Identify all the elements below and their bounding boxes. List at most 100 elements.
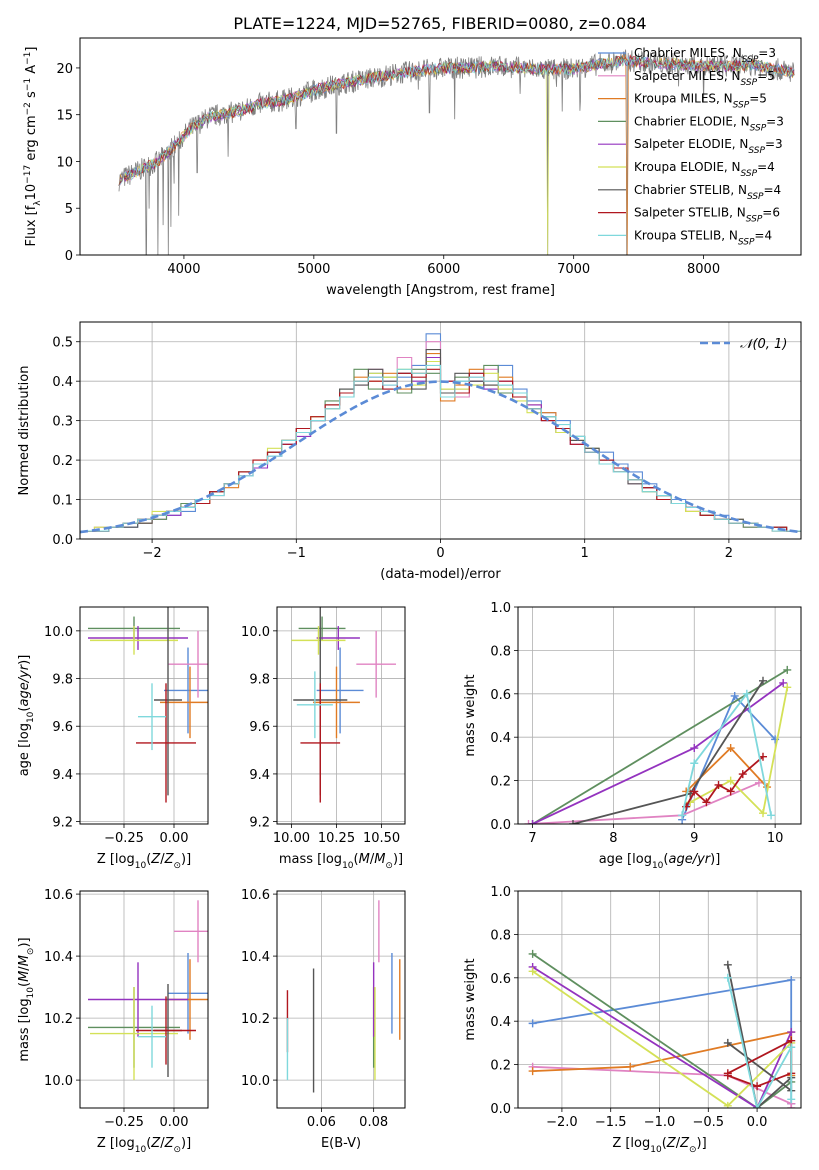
legend-entry-text: Kroupa MILES, N: [634, 92, 733, 106]
x-tick-label: 0.0: [747, 1115, 768, 1130]
label-part: (: [17, 982, 32, 987]
label-part: 10: [135, 861, 147, 871]
massweight-marker: [758, 752, 767, 761]
x-axis-label: Z [log10(Z/Z⊙)]: [97, 1136, 191, 1155]
label-part: s: [24, 91, 39, 102]
legend-entry-text: Chabrier STELIB, N: [634, 183, 747, 197]
massweight-marker: [714, 780, 723, 789]
label-part: Z: [150, 1136, 161, 1151]
massweight-vs-Z-frame: [517, 890, 802, 1109]
y-tick-label: 10.2: [44, 1012, 73, 1027]
label-part: Z: [164, 852, 175, 867]
label-part: mass [log: [279, 852, 342, 867]
legend-entry-count: =4: [764, 183, 782, 197]
label-part: 10: [342, 861, 354, 871]
age-vs-Z-plot-area: [88, 607, 208, 803]
y-tick-label: 10.6: [44, 888, 73, 903]
legend-entry: Kroupa ELODIE, NSSP=4: [634, 160, 775, 179]
legend-entry-sub: SSP: [750, 123, 767, 133]
legend-entry: Salpeter MILES, NSSP=5: [634, 69, 775, 88]
y-tick-label: 9.2: [52, 816, 73, 831]
y-tick-label: 0.5: [52, 336, 73, 351]
y-tick-label: 10.0: [241, 1074, 270, 1089]
label-part: Z: [164, 1136, 175, 1151]
legend-entry-text: Kroupa ELODIE, N: [634, 160, 741, 174]
massweight-vs-age-frame: [517, 606, 802, 825]
x-tick-label: 7: [528, 831, 536, 846]
y-tick-label: 1.0: [490, 885, 511, 900]
x-tick-label: 8: [609, 831, 617, 846]
label-part: ⊙: [385, 861, 393, 871]
mass-vs-Z-plot-area: [88, 900, 208, 1081]
x-tick-label: −0.25: [104, 1115, 144, 1130]
massweight-marker: [690, 744, 699, 753]
y-axis-label: Normed distribution: [17, 366, 32, 496]
label-part: )]: [710, 852, 720, 867]
massweight-marker: [528, 820, 537, 824]
y-tick-label: 0.4: [490, 1015, 511, 1030]
massweight-marker: [524, 820, 533, 824]
label-part: (: [146, 852, 151, 867]
label-part: /: [676, 1136, 681, 1151]
x-tick-label: 8000: [687, 262, 720, 277]
y-tick-label: 9.4: [249, 768, 270, 783]
massweight-marker: [742, 689, 751, 698]
legend-entry-count: =5: [749, 92, 767, 106]
label-part: A: [24, 65, 39, 78]
massweight-marker: [738, 770, 747, 779]
massweight-line: [532, 966, 793, 1108]
x-tick-label: −0.25: [104, 831, 144, 846]
massweight-marker: [767, 811, 776, 820]
label-part: )]: [181, 852, 191, 867]
x-tick-label: −0.5: [693, 1115, 725, 1130]
label-part: Z [log: [97, 852, 135, 867]
massweight-marker: [702, 798, 711, 807]
massweight-marker: [528, 1067, 537, 1076]
massweight-marker: [528, 967, 537, 976]
label-part: )]: [181, 1136, 191, 1151]
massweight-marker: [626, 1062, 635, 1071]
y-tick-label: 0.0: [52, 533, 73, 548]
y-tick-label: 10.0: [241, 625, 270, 640]
massweight-marker: [787, 1043, 796, 1052]
label-part: (: [17, 707, 32, 712]
legend-entry-count: =3: [758, 46, 776, 60]
x-tick-label: −2: [143, 546, 162, 561]
legend-entry-count: =6: [762, 206, 780, 220]
label-part: /: [160, 1136, 165, 1151]
label-part: erg cm: [24, 115, 39, 164]
massweight-marker: [753, 1104, 762, 1108]
y-axis-label: mass weight: [463, 958, 478, 1040]
x-tick-label: 6000: [427, 262, 460, 277]
massweight-marker: [787, 975, 796, 984]
massweight-marker: [754, 778, 763, 787]
legend-entry-text: Salpeter STELIB, N: [634, 206, 746, 220]
x-tick-label: 10.00: [273, 831, 310, 846]
label-part: 10: [652, 861, 664, 871]
massweight-line: [689, 687, 789, 815]
x-tick-label: 7000: [557, 262, 590, 277]
spectrum-model-line: [118, 55, 795, 186]
label-part: M: [374, 852, 385, 867]
massweight-marker: [528, 949, 537, 958]
label-part: 10: [26, 711, 36, 723]
y-tick-label: 9.6: [249, 720, 270, 735]
legend-entry-sub: SSP: [741, 169, 758, 179]
massweight-vs-age-plot-area: [524, 665, 792, 824]
x-axis-label: wavelength [Angstrom, rest frame]: [326, 283, 555, 298]
legend-entry-text: Chabrier MILES, N: [634, 46, 742, 60]
label-part: M: [17, 971, 32, 982]
massweight-marker: [690, 759, 699, 768]
y-tick-label: 9.6: [52, 720, 73, 735]
residuals-frame: [79, 321, 802, 540]
x-axis-label: E(B-V): [321, 1136, 361, 1151]
label-part: Z [log: [612, 1136, 650, 1151]
label-part: Flux [f: [24, 205, 39, 246]
residuals-plot-area: [80, 333, 801, 534]
label-part: −1: [23, 52, 33, 65]
spectrum-plot-area: [118, 49, 795, 255]
label-part: /: [370, 852, 375, 867]
legend-entry-sub: SSP: [733, 101, 750, 111]
label-part: )]: [17, 937, 32, 947]
